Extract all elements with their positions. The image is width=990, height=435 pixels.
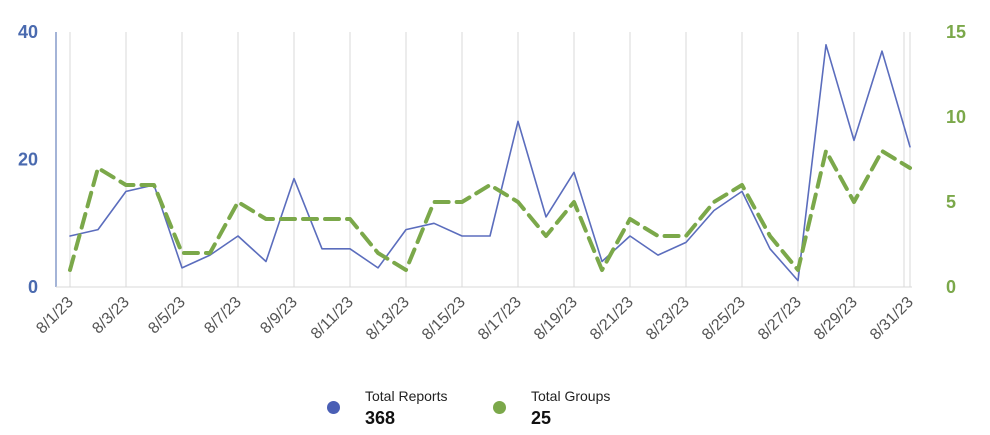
y-left-tick-label: 0 [28, 277, 38, 297]
total-reports-dot-icon [327, 401, 340, 414]
y-left-tick-label: 40 [18, 22, 38, 42]
x-tick-label: 8/9/23 [257, 294, 301, 338]
x-tick-label: 8/3/23 [89, 294, 133, 338]
x-tick-label: 8/1/23 [33, 294, 77, 338]
y-right-tick-label: 5 [946, 192, 956, 212]
line-chart: 0 20 40 0 5 10 15 8/1/23 8/3/23 8/5/23 8/7/23 8/9/2… [18, 22, 966, 344]
legend-label-total-reports: Total Reports [365, 388, 448, 404]
x-tick-label: 8/11/23 [308, 294, 357, 343]
total-groups-dot-icon [493, 401, 506, 414]
x-tick-label: 8/29/23 [811, 294, 861, 344]
x-tick-label: 8/21/23 [587, 294, 637, 344]
legend-label-total-groups: Total Groups [531, 388, 611, 404]
series-line-total-reports [69, 43, 911, 282]
x-tick-label: 8/5/23 [145, 294, 189, 338]
x-tick-label: 8/7/23 [201, 294, 245, 338]
x-tick-label: 8/13/23 [363, 294, 413, 344]
y-left-tick-label: 20 [18, 150, 38, 170]
x-tick-label: 8/25/23 [699, 294, 749, 344]
x-tick-label: 8/19/23 [531, 294, 581, 344]
x-tick-label: 8/23/23 [643, 294, 693, 344]
x-tick-label: 8/27/23 [755, 294, 805, 344]
legend-value-total-reports: 368 [365, 408, 396, 428]
x-tick-label: 8/31/23 [867, 294, 917, 344]
legend-value-total-groups: 25 [531, 408, 552, 428]
y-right-tick-label: 15 [946, 22, 966, 42]
y-right-tick-label: 10 [946, 107, 966, 127]
x-tick-label: 8/15/23 [419, 294, 469, 344]
y-right-tick-label: 0 [946, 277, 956, 297]
x-tick-label: 8/17/23 [475, 294, 525, 344]
series-line-total-groups [68, 149, 912, 272]
